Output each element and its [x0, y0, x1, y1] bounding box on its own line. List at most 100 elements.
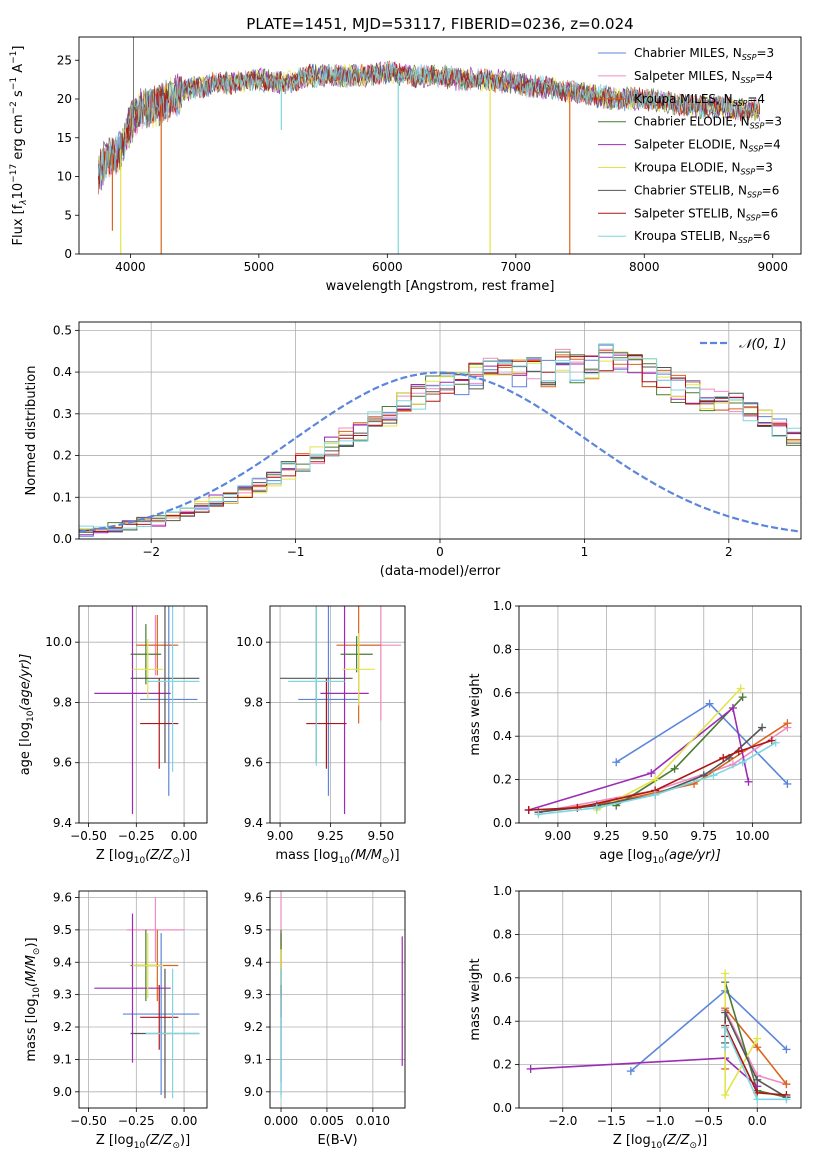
axes-frame [78, 36, 802, 255]
legend-entry: Chabrier MILES, NSSP=3 [634, 46, 774, 62]
y-tick-label: 9.6 [244, 756, 263, 770]
weight-marker [753, 1034, 762, 1043]
x-tick-label: 9.75 [690, 829, 717, 843]
weight-marker [721, 969, 730, 978]
x-tick-label: 9.25 [593, 829, 620, 843]
weight-vs-age-panel: 9.00 9.25 9.50 9.75 10.00 0.0 0.2 0.4 0.6 0.8 1.0 a… [468, 599, 802, 866]
weight-marker [670, 764, 679, 773]
error-bars [280, 891, 403, 1099]
y-tick-label: 10 [57, 170, 72, 184]
x-tick-label: 10.00 [735, 829, 769, 843]
data-point [145, 968, 200, 1099]
data-point [130, 624, 162, 685]
x-axis-label: Z [log10(Z/Z⊙)] [96, 848, 190, 866]
y-tick-label: 9.2 [244, 1020, 263, 1034]
y-tick-label: 0.2 [53, 449, 72, 463]
x-tick-label: 2 [725, 545, 733, 559]
y-tick-label: 9.3 [244, 988, 263, 1002]
weight-marker [592, 803, 601, 812]
y-tick-label: 9.8 [53, 695, 72, 709]
x-axis-label: wavelength [Angstrom, rest frame] [326, 279, 555, 294]
axes-frame [518, 890, 802, 1109]
mass-vs-Z-panel: −0.50 −0.25 0.00 9.0 9.1 9.2 9.3 9.4 9.5 9.6 Z [lo… [24, 890, 208, 1151]
y-tick-label: 10.0 [236, 635, 263, 649]
weight-series [526, 969, 791, 1104]
weight-line [528, 739, 773, 811]
x-tick-label: −1.5 [597, 1114, 626, 1128]
y-tick-label: 0.6 [493, 686, 512, 700]
x-tick-label: −0.25 [118, 1114, 155, 1128]
y-tick-label: 5 [64, 208, 72, 222]
y-tick-label: 9.4 [244, 816, 263, 830]
normal-curve [79, 371, 801, 533]
legend-entry: Salpeter MILES, NSSP=4 [634, 69, 773, 85]
y-tick-label: 1.0 [493, 884, 512, 898]
error-bars [280, 606, 401, 814]
x-tick-label: −0.25 [118, 829, 155, 843]
y-axis-label: Normed distribution [24, 366, 39, 496]
y-tick-label: 9.5 [53, 923, 72, 937]
y-tick-label: 9.5 [244, 923, 263, 937]
x-tick-label: 6000 [372, 260, 403, 274]
weight-marker [647, 769, 656, 778]
y-tick-label: 25 [57, 53, 72, 67]
y-axis-label: mass weight [468, 958, 483, 1040]
x-axis-label: age [log10(age/yr)] [599, 848, 721, 866]
weight-marker [651, 790, 660, 799]
histogram-series [79, 348, 801, 539]
weight-line [596, 687, 742, 811]
x-tick-label: −1.0 [645, 1114, 674, 1128]
weight-marker [782, 1095, 791, 1104]
weight-marker [524, 805, 533, 814]
y-tick-label: 0.2 [493, 773, 512, 787]
residuals-panel: −2 −1 0 1 2 0.0 0.1 0.2 0.3 0.4 0.5 (data-model)/er… [24, 321, 802, 579]
error-bars [94, 897, 200, 1099]
weight-marker [753, 1095, 762, 1104]
weight-marker [728, 703, 737, 712]
weight-marker [782, 1080, 791, 1089]
error-bars [94, 606, 200, 814]
weight-vs-Z-panel: −2.0 −1.5 −1.0 −0.5 0.0 0.0 0.2 0.4 0.6 0.8 1.0 Z [… [468, 884, 802, 1151]
weight-marker [719, 753, 728, 762]
y-tick-label: 9.0 [244, 1085, 263, 1099]
axes-frame [518, 605, 802, 824]
data-point [342, 633, 375, 706]
weight-marker [721, 1043, 730, 1052]
weight-series [524, 684, 792, 819]
weight-marker [753, 1043, 762, 1052]
legend-entry: Chabrier ELODIE, NSSP=3 [634, 115, 782, 131]
weight-marker [705, 699, 714, 708]
spectrum-panel: 4000 5000 6000 7000 8000 9000 0 5 10 15 20 25 wavele… [9, 36, 802, 294]
legend-entry: Salpeter STELIB, NSSP=6 [634, 206, 778, 222]
spectrum-series [97, 61, 760, 190]
data-point [122, 933, 200, 1096]
legend-entry: Salpeter ELODIE, NSSP=4 [634, 138, 781, 154]
axes-frame [78, 890, 208, 1109]
axes-frame [269, 890, 406, 1109]
y-tick-label: 0.4 [493, 729, 512, 743]
y-tick-label: 9.3 [53, 988, 72, 1002]
legend-entry: Kroupa STELIB, NSSP=6 [634, 229, 770, 245]
x-tick-label: 9.00 [545, 829, 572, 843]
data-point [288, 606, 345, 766]
weight-line [538, 726, 788, 813]
weight-line [724, 1027, 787, 1101]
x-tick-label: 0.00 [171, 829, 198, 843]
y-tick-label: 9.6 [53, 890, 72, 904]
weight-marker [744, 777, 753, 786]
figure-title: PLATE=1451, MJD=53117, FIBERID=0236, z=0… [246, 15, 633, 33]
x-axis-label: mass [log10(M/M⊙)] [275, 848, 399, 866]
weight-marker [612, 758, 621, 767]
legend-entry: Kroupa MILES, NSSP=4 [634, 92, 765, 108]
histogram-series [79, 355, 801, 539]
y-tick-label: 0.8 [493, 642, 512, 656]
x-axis-label: E(B-V) [317, 1133, 357, 1148]
histogram-series [79, 343, 801, 539]
weight-marker [721, 1008, 730, 1017]
data-point [132, 639, 164, 700]
x-tick-label: −2.0 [548, 1114, 577, 1128]
y-tick-label: 9.8 [244, 695, 263, 709]
x-tick-label: 0.005 [310, 1114, 344, 1128]
weight-marker [753, 1075, 762, 1084]
weight-marker [721, 1023, 730, 1032]
